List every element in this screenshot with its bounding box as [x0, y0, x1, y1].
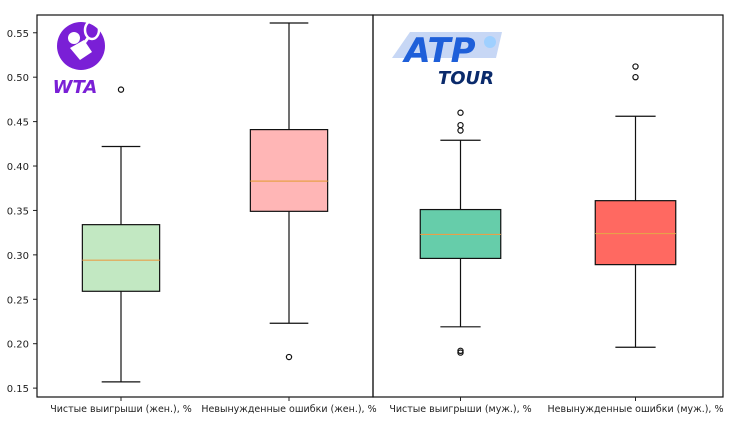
panel-frame: [372, 14, 724, 398]
outlier-point: [457, 109, 464, 116]
outlier-point: [457, 121, 464, 129]
x-tick-label: Чистые выигрыши (муж.), %: [389, 404, 531, 415]
y-tick-label: 0.50: [7, 73, 29, 84]
y-tick-label: 0.55: [7, 29, 29, 40]
y-axis: 0.15 0.20 0.25 0.30 0.35 0.40 0.45 0.50 0.55: [7, 29, 37, 395]
outlier-point: [117, 86, 125, 93]
atp-logo-text: ATP: [401, 31, 475, 71]
iqr-box: [81, 224, 161, 292]
box-4: Невынужденные ошибки (муж.), %: [548, 63, 724, 415]
outlier-point: [285, 353, 293, 361]
y-tick-label: 0.15: [7, 384, 29, 395]
outlier-point: [632, 73, 639, 81]
panel-wta: Чистые выигрыши (жен.), % Невынужденные о…: [36, 14, 377, 415]
y-tick-label: 0.20: [7, 340, 29, 351]
outlier-point: [457, 127, 464, 134]
box-2: Невынужденные ошибки (жен.), %: [201, 22, 377, 415]
y-tick-label: 0.25: [7, 295, 29, 306]
atp-tour-logo: ATP TOUR: [392, 31, 502, 89]
y-tick-label: 0.30: [7, 251, 29, 262]
x-tick-label: Чистые выигрыши (жен.), %: [50, 404, 192, 415]
iqr-box: [249, 129, 329, 212]
y-tick-label: 0.35: [7, 206, 29, 217]
logos: WTA ATP TOUR: [53, 19, 502, 98]
iqr-box: [594, 200, 677, 266]
box-3: Чистые выигрыши (муж.), %: [389, 109, 532, 415]
atp-tour-text: TOUR: [438, 68, 494, 89]
panel-atp-tour: Чистые выигрыши (муж.), % Невынужденные о…: [372, 14, 724, 415]
y-tick-label: 0.45: [7, 118, 29, 129]
outlier-point: [457, 347, 464, 355]
x-tick-label: Невынужденные ошибки (жен.), %: [201, 404, 376, 415]
wta-logo: WTA: [53, 19, 105, 98]
chart-panels: Чистые выигрыши (жен.), % Невынужденные о…: [36, 14, 724, 415]
wta-logo-text: WTA: [53, 77, 98, 98]
box-1: Чистые выигрыши (жен.), %: [50, 86, 192, 415]
x-tick-label: Невынужденные ошибки (муж.), %: [548, 404, 724, 415]
y-tick-label: 0.40: [7, 162, 29, 173]
outlier-point: [632, 63, 639, 70]
